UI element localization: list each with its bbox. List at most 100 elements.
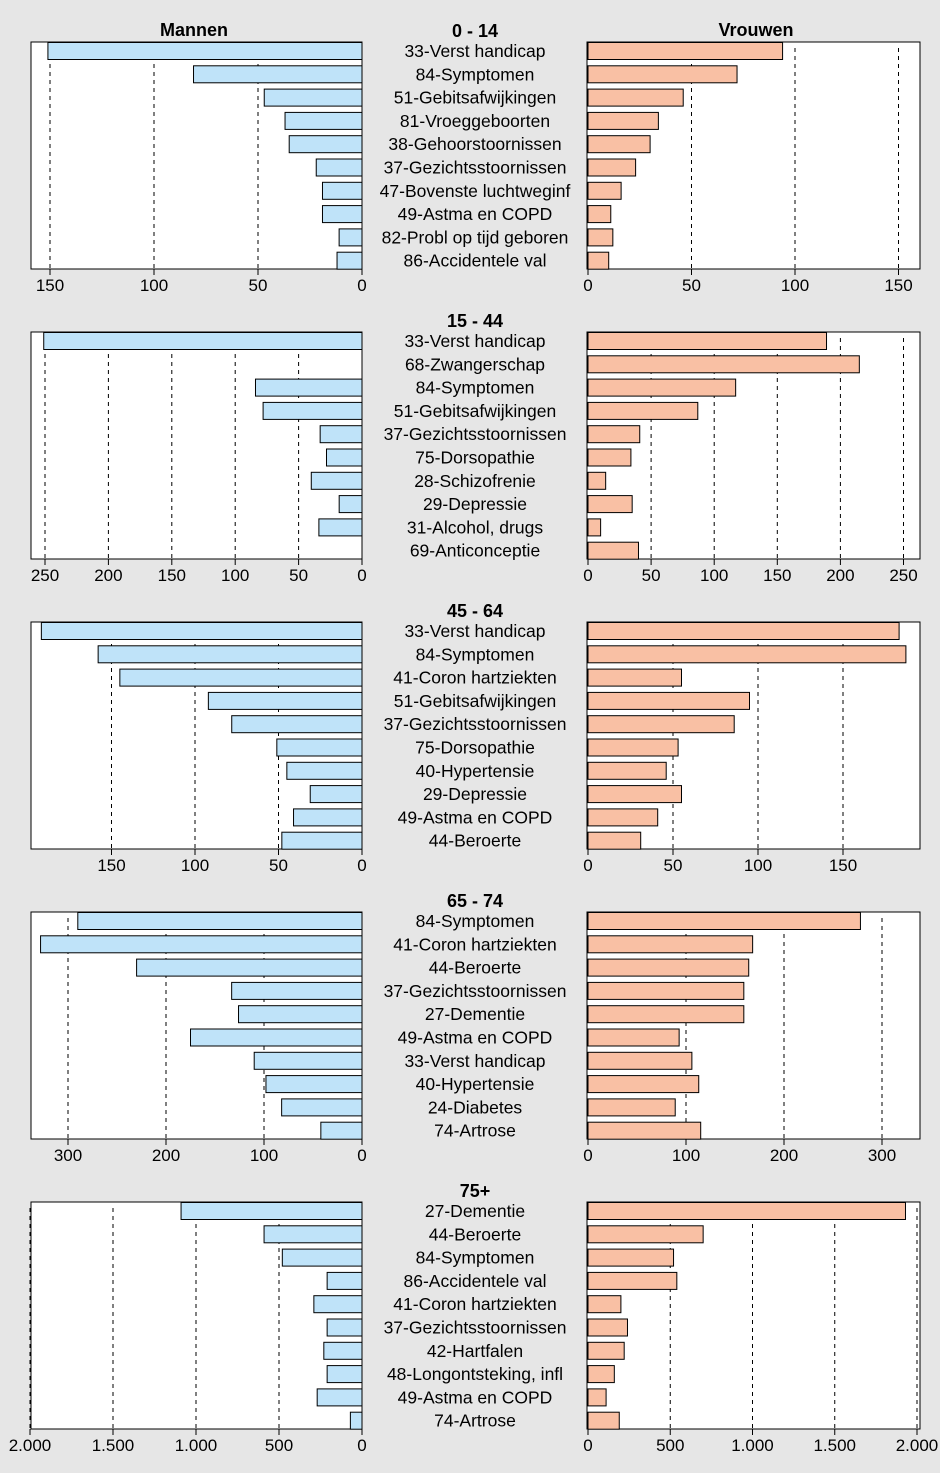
bar-women [587,912,861,930]
bar-women [587,378,737,397]
tick-label-women: 0 [583,566,592,585]
plot-area-women [586,1201,921,1430]
bar-men [338,228,363,247]
category-label: 68-Zwangerschap [405,354,545,374]
bar-women [587,158,637,177]
tick-label-women: 250 [889,566,917,585]
panel-2: 45 - 64 150 100 50 0 0 50 100 150 33-Verst handic… [30,601,921,875]
bar-women [587,495,633,514]
bar-women [587,228,614,247]
panel-3: 65 - 74 300 200 100 0 0 100 200 300 84-Symptomen 4… [30,891,921,1165]
tick-label-women: 0 [583,1146,592,1165]
bar-women [587,981,745,1000]
bar-women [587,691,750,710]
bar-men [321,181,363,200]
category-label: 86-Accidentele val [404,251,547,271]
bar-women [587,1248,675,1267]
bar-men [281,1248,363,1267]
panel-title: 45 - 64 [447,601,503,621]
tick-label-women: 50 [642,566,661,585]
bar-men [281,831,363,850]
category-label: 44-Beroerte [429,831,521,851]
bar-men [238,1005,363,1024]
tick-label-men: 0 [357,1146,366,1165]
bar-men [193,65,363,84]
category-label: 44-Beroerte [429,1224,521,1244]
category-label: 84-Symptomen [416,911,535,931]
bar-women [587,1028,680,1047]
header-mannen: Mannen [160,20,228,40]
tick-label-women: 100 [744,856,772,875]
category-label: 31-Alcohol, drugs [407,517,543,537]
bar-women [587,251,610,270]
bar-women [587,1202,906,1220]
tick-label-women: 2.000 [896,1436,939,1455]
bar-women [587,958,750,977]
category-label: 37-Gezichtsstoornissen [384,424,567,444]
category-label: 48-Longontsteking, infl [387,1364,563,1384]
bar-women [587,181,622,200]
category-label: 33-Verst handicap [404,41,545,61]
tick-label-men: 300 [54,1146,82,1165]
panel-1: 15 - 44 250 200 150 100 50 0 0 50 100 150 200 250 33-… [30,311,921,585]
panel-title: 75+ [460,1181,491,1201]
bar-men [77,912,363,930]
tick-label-men: 0 [357,1436,366,1455]
category-label: 74-Artrose [434,1121,516,1141]
bar-men [262,401,363,420]
tick-label-women: 100 [700,566,728,585]
panel-title: 15 - 44 [447,311,503,331]
bar-men [40,935,363,954]
category-label: 24-Diabetes [428,1097,523,1117]
tick-label-women: 200 [826,566,854,585]
tick-label-men: 100 [221,566,249,585]
bar-women [587,1341,625,1360]
bar-men [97,645,363,664]
bar-men [288,135,363,154]
category-label: 84-Symptomen [416,64,535,84]
bar-men [319,425,363,444]
tick-label-men: 250 [31,566,59,585]
category-label: 41-Coron hartziekten [393,1294,556,1314]
bar-men [310,471,363,490]
tick-label-men: 200 [94,566,122,585]
tick-label-women: 0 [583,1436,592,1455]
category-label: 27-Dementie [425,1201,525,1221]
bar-men [43,332,363,350]
bar-women [587,541,639,560]
bar-women [587,518,602,537]
bar-women [587,935,754,954]
tick-label-women: 200 [770,1146,798,1165]
tick-label-men: 150 [36,276,64,295]
tick-label-men: 1.500 [92,1436,135,1455]
tick-label-women: 150 [763,566,791,585]
bar-women [587,645,907,664]
tick-label-women: 100 [781,276,809,295]
bar-women [587,1271,678,1290]
bar-women [587,1295,622,1314]
tick-label-men: 50 [269,856,288,875]
bar-men [316,1388,363,1407]
category-label: 51-Gebitsafwijkingen [394,401,556,421]
bar-men [326,1318,363,1337]
tick-label-women: 1.000 [731,1436,774,1455]
category-label: 33-Verst handicap [404,621,545,641]
tick-label-men: 50 [289,566,308,585]
category-label: 44-Beroerte [429,958,521,978]
bar-men [318,518,363,537]
bar-women [587,332,828,350]
bar-men [263,1225,363,1244]
bar-men [293,808,363,827]
tick-label-men: 200 [152,1146,180,1165]
category-label: 82-Probl op tijd geboren [382,227,569,247]
bar-women [587,1005,745,1024]
bar-women [587,111,659,130]
bar-men [253,1051,363,1070]
tick-label-men: 100 [250,1146,278,1165]
category-label: 75-Dorsopathie [415,448,535,468]
bar-men [231,981,363,1000]
tick-label-men: 150 [158,566,186,585]
